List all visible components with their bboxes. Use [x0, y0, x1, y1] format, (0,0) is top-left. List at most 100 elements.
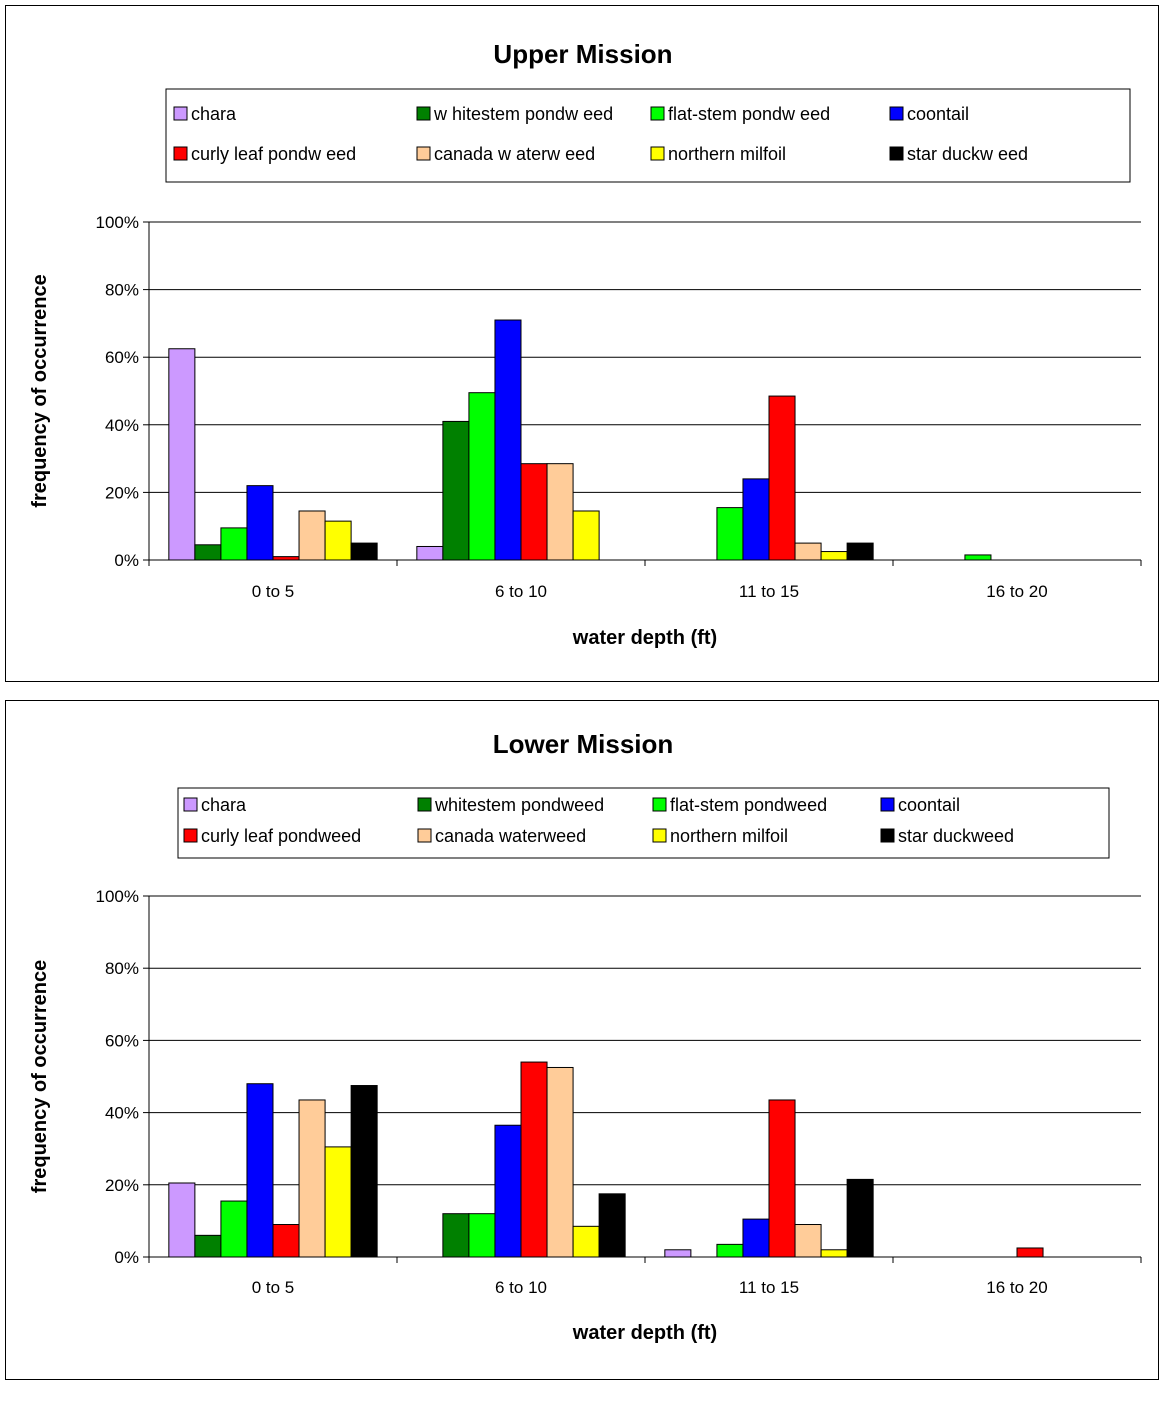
lower-bar	[168, 1182, 196, 1258]
lower-y-tick-label: 40%	[105, 1104, 139, 1123]
lower-legend-swatch	[880, 828, 895, 843]
upper-bar	[494, 319, 522, 561]
upper-bar	[964, 554, 992, 561]
upper-legend-label: coontail	[907, 104, 969, 124]
lower-bar	[598, 1193, 626, 1258]
upper-x-tick-label: 16 to 20	[986, 582, 1047, 601]
lower-y-tick-label: 60%	[105, 1031, 139, 1050]
upper-bar	[572, 510, 600, 561]
lower-legend-label: chara	[201, 795, 247, 815]
lower-bar	[1016, 1247, 1044, 1258]
upper-bar	[246, 485, 274, 561]
lower-x-tick-label: 0 to 5	[252, 1278, 295, 1297]
upper-y-axis-title: frequency of occurrence	[29, 274, 51, 507]
upper-bar	[272, 556, 300, 561]
upper-y-tick-label: 100%	[96, 213, 139, 232]
lower-bar	[494, 1124, 522, 1258]
upper-bar	[820, 551, 848, 561]
lower-bar	[220, 1200, 248, 1258]
upper-mission-chart-panel: Upper Mission chara w hitestem pondw eed fl…	[5, 5, 1159, 682]
upper-legend-swatch	[173, 146, 188, 161]
upper-bar	[168, 348, 196, 561]
upper-bar	[416, 545, 444, 561]
upper-legend-swatch	[650, 106, 665, 121]
upper-x-axis-title: water depth (ft)	[572, 627, 717, 649]
upper-x-tick-label: 6 to 10	[495, 582, 547, 601]
lower-x-tick-label: 16 to 20	[986, 1278, 1047, 1297]
upper-legend-label: curly leaf pondw eed	[191, 144, 356, 164]
lower-legend-swatch	[880, 797, 895, 812]
upper-legend-label: star duckw eed	[907, 144, 1028, 164]
lower-legend-label: star duckweed	[898, 826, 1014, 846]
upper-bar	[846, 542, 874, 561]
lower-y-tick-label: 80%	[105, 959, 139, 978]
upper-legend-label: canada w aterw eed	[434, 144, 595, 164]
lower-legend-swatch	[652, 828, 667, 843]
lower-x-axis-title: water depth (ft)	[572, 1322, 717, 1344]
lower-legend-swatch	[183, 828, 198, 843]
lower-legend-swatch	[652, 797, 667, 812]
upper-y-tick-label: 40%	[105, 416, 139, 435]
upper-y-tick-label: 20%	[105, 483, 139, 502]
lower-bar	[546, 1066, 574, 1258]
lower-bar	[794, 1224, 822, 1258]
lower-legend-swatch	[417, 828, 432, 843]
lower-bar	[324, 1146, 352, 1258]
upper-mission-chart: Upper Mission chara w hitestem pondw eed fl…	[29, 39, 1142, 649]
upper-legend-label: flat-stem pondw eed	[668, 104, 830, 124]
upper-x-tick-label: 11 to 15	[739, 582, 799, 601]
lower-mission-chart: Lower Mission chara whitestem pondweed flat…	[29, 729, 1142, 1344]
lower-legend-swatch	[417, 797, 432, 812]
upper-bar	[768, 395, 796, 561]
upper-bar	[442, 420, 470, 561]
lower-y-axis-title: frequency of occurrence	[29, 960, 51, 1193]
upper-bar	[716, 507, 744, 561]
upper-legend-swatch	[173, 106, 188, 121]
lower-y-tick-label: 20%	[105, 1176, 139, 1195]
lower-x-tick-label: 11 to 15	[739, 1278, 799, 1297]
lower-bar	[298, 1099, 326, 1258]
lower-legend-label: coontail	[898, 795, 960, 815]
upper-bar	[298, 510, 326, 561]
upper-bar	[468, 392, 496, 561]
upper-legend-label: chara	[191, 104, 237, 124]
lower-bar	[520, 1061, 548, 1258]
lower-bar	[350, 1085, 378, 1258]
lower-legend-label: canada waterweed	[435, 826, 586, 846]
upper-bar	[794, 542, 822, 561]
upper-bar	[520, 463, 548, 561]
upper-legend-swatch	[889, 106, 904, 121]
upper-bar	[350, 542, 378, 561]
lower-bar	[442, 1213, 470, 1258]
lower-bar	[664, 1249, 692, 1258]
upper-y-tick-label: 80%	[105, 281, 139, 300]
upper-legend-box	[165, 88, 1131, 183]
upper-bar	[546, 463, 574, 561]
upper-y-tick-label: 0%	[114, 551, 139, 570]
lower-legend-swatch	[183, 797, 198, 812]
lower-bar	[742, 1218, 770, 1258]
lower-x-tick-label: 6 to 10	[495, 1278, 547, 1297]
upper-bar	[194, 544, 222, 561]
upper-bar	[742, 478, 770, 561]
lower-bar	[768, 1099, 796, 1258]
upper-bar	[324, 520, 352, 561]
lower-bar	[846, 1178, 874, 1258]
lower-mission-chart-panel: Lower Mission chara whitestem pondweed flat…	[5, 700, 1159, 1380]
upper-x-tick-label: 0 to 5	[252, 582, 295, 601]
lower-bar	[468, 1213, 496, 1258]
lower-bar	[572, 1225, 600, 1258]
upper-bar	[220, 527, 248, 561]
lower-legend-label: northern milfoil	[670, 826, 788, 846]
upper-legend-swatch	[650, 146, 665, 161]
lower-legend-label: whitestem pondweed	[434, 795, 604, 815]
upper-legend-swatch	[416, 146, 431, 161]
upper-legend-swatch	[416, 106, 431, 121]
lower-legend-label: flat-stem pondweed	[670, 795, 827, 815]
upper-legend-swatch	[889, 146, 904, 161]
lower-bar	[194, 1234, 222, 1258]
upper-legend-label: northern milfoil	[668, 144, 786, 164]
lower-bar	[716, 1243, 744, 1258]
upper-legend-label: w hitestem pondw eed	[433, 104, 613, 124]
lower-bar	[820, 1249, 848, 1258]
